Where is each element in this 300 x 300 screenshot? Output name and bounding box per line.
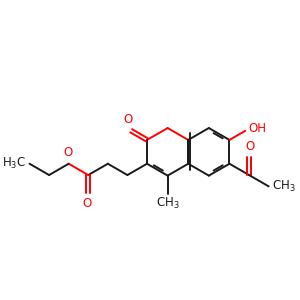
- Text: O: O: [63, 146, 72, 159]
- Text: OH: OH: [248, 122, 266, 135]
- Text: H$_3$C: H$_3$C: [2, 156, 26, 171]
- Text: CH$_3$: CH$_3$: [272, 179, 296, 194]
- Text: O: O: [245, 140, 255, 153]
- Text: CH$_3$: CH$_3$: [156, 196, 179, 211]
- Text: O: O: [124, 113, 133, 126]
- Text: O: O: [83, 197, 92, 210]
